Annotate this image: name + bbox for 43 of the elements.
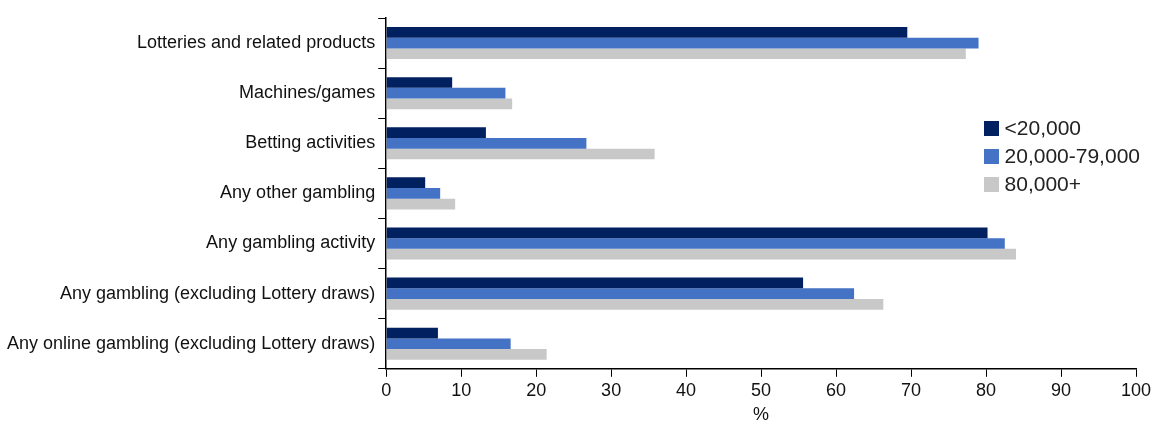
y-tick-label: Lotteries and related products: [137, 32, 376, 53]
bar: [386, 177, 426, 189]
bar: [386, 98, 513, 110]
bar: [386, 188, 441, 199]
bar: [386, 137, 587, 149]
bar: [386, 198, 456, 210]
y-tick-label: Machines/games: [239, 82, 376, 103]
x-axis-title: %: [753, 404, 770, 425]
y-tick-label: Any online gambling (excluding Lottery draws): [6, 332, 376, 353]
y-tick-label: Any gambling activity: [206, 232, 376, 253]
x-tick-label: 90: [1051, 379, 1072, 400]
bar: [386, 248, 1017, 260]
x-tick-label: 60: [826, 379, 847, 400]
bar: [386, 349, 547, 360]
bar: [386, 238, 1005, 249]
x-tick-label: 40: [676, 379, 697, 400]
bar: [386, 87, 506, 99]
x-tick-label: 50: [751, 379, 772, 400]
legend-label: 80,000+: [1004, 172, 1082, 196]
x-tick-label: 30: [601, 379, 622, 400]
legend-label: <20,000: [1004, 116, 1082, 140]
x-tick-label: 10: [451, 379, 472, 400]
bar: [386, 288, 855, 299]
legend-label: 20,000-79,000: [1004, 144, 1140, 168]
bar: [386, 227, 988, 239]
bar: [386, 37, 979, 49]
y-tick-label: Any gambling (excluding Lottery draws): [60, 282, 376, 303]
y-tick-label: Any other gambling: [220, 182, 376, 203]
bar: [386, 338, 511, 350]
x-tick-label: 20: [526, 379, 547, 400]
x-tick-label: 80: [976, 379, 997, 400]
bar: [386, 277, 804, 289]
bar: [386, 48, 966, 60]
bar: [386, 148, 655, 160]
bar: [386, 327, 438, 339]
x-tick-label: 0: [381, 379, 392, 400]
bar: [386, 77, 453, 88]
bar: [386, 127, 486, 138]
bar: [386, 298, 884, 310]
y-tick-label: Betting activities: [245, 132, 376, 153]
bar: [386, 27, 908, 38]
x-tick-label: 100: [1120, 379, 1152, 400]
x-tick-label: 70: [901, 379, 922, 400]
